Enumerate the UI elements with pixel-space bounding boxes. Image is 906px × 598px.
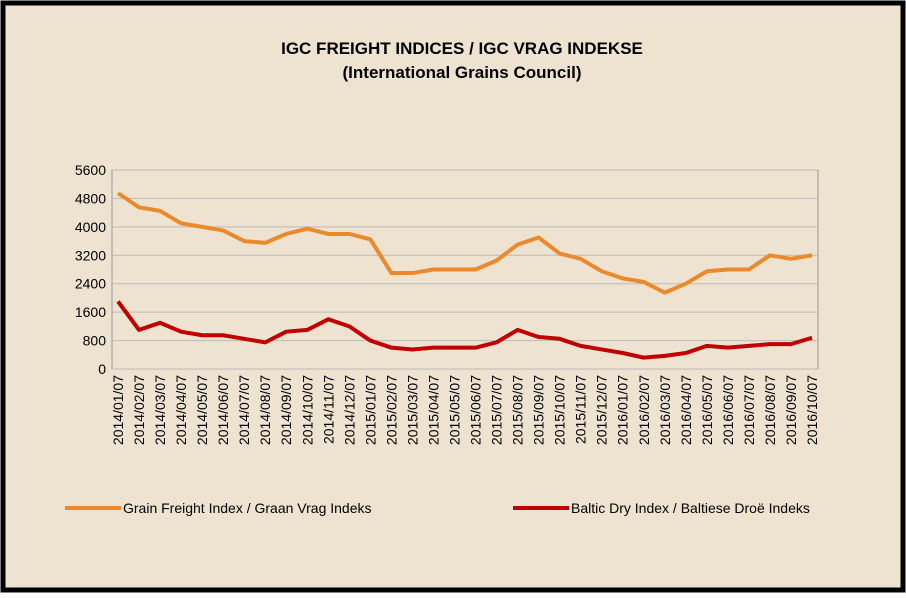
x-tick-label: 2015/11/07 — [573, 375, 589, 444]
y-tick-label: 4000 — [75, 219, 106, 235]
y-tick-label: 1600 — [75, 304, 106, 320]
y-tick-label: 4800 — [75, 190, 106, 206]
x-tick-label: 2016/10/07 — [804, 375, 820, 445]
x-tick-label: 2014/07/07 — [236, 375, 252, 445]
legend-label: Baltic Dry Index / Baltiese Droë Indeks — [571, 500, 810, 516]
x-tick-label: 2014/08/07 — [257, 375, 273, 445]
x-tick-label: 2014/09/07 — [278, 375, 294, 445]
x-tick-label: 2015/02/07 — [383, 375, 399, 445]
x-tick-label: 2015/07/07 — [489, 375, 505, 445]
x-tick-label: 2014/05/07 — [194, 375, 210, 445]
series-line — [116, 191, 813, 295]
y-tick-label: 5600 — [75, 162, 106, 178]
x-tick-label: 2016/01/07 — [615, 375, 631, 445]
x-tick-label: 2014/04/07 — [173, 375, 189, 445]
chart-subtitle: (International Grains Council) — [343, 63, 582, 82]
x-tick-label: 2016/03/07 — [657, 375, 673, 445]
x-tick-label: 2016/05/07 — [699, 375, 715, 445]
x-tick-label: 2015/04/07 — [425, 375, 441, 445]
x-tick-label: 2015/08/07 — [510, 375, 526, 445]
y-tick-label: 0 — [98, 361, 106, 377]
x-tick-label: 2016/07/07 — [741, 375, 757, 445]
x-tick-label: 2014/03/07 — [152, 375, 168, 445]
y-tick-label: 800 — [83, 333, 107, 349]
legend-label: Grain Freight Index / Graan Vrag Indeks — [123, 500, 372, 516]
x-tick-label: 2014/06/07 — [215, 375, 231, 445]
chart-title: IGC FREIGHT INDICES / IGC VRAG INDEKSE — [281, 39, 643, 58]
x-tick-label: 2014/01/07 — [110, 375, 126, 445]
x-tick-label: 2016/09/07 — [783, 375, 799, 445]
x-tick-label: 2014/02/07 — [131, 375, 147, 445]
x-tick-label: 2016/06/07 — [720, 375, 736, 445]
series-line — [116, 300, 813, 360]
x-tick-label: 2014/10/07 — [299, 375, 315, 445]
x-tick-label: 2016/08/07 — [762, 375, 778, 445]
x-tick-label: 2014/12/07 — [341, 375, 357, 445]
x-tick-label: 2016/04/07 — [678, 375, 694, 445]
y-tick-label: 2400 — [75, 276, 106, 292]
x-tick-label: 2014/11/07 — [320, 375, 336, 444]
x-tick-label: 2015/06/07 — [468, 375, 484, 445]
x-tick-label: 2015/01/07 — [362, 375, 378, 445]
x-tick-label: 2016/02/07 — [636, 375, 652, 445]
x-tick-label: 2015/05/07 — [446, 375, 462, 445]
x-tick-label: 2015/12/07 — [594, 375, 610, 445]
y-tick-label: 3200 — [75, 247, 106, 263]
x-tick-label: 2015/03/07 — [404, 375, 420, 445]
x-tick-label: 2015/10/07 — [552, 375, 568, 445]
x-tick-label: 2015/09/07 — [531, 375, 547, 445]
